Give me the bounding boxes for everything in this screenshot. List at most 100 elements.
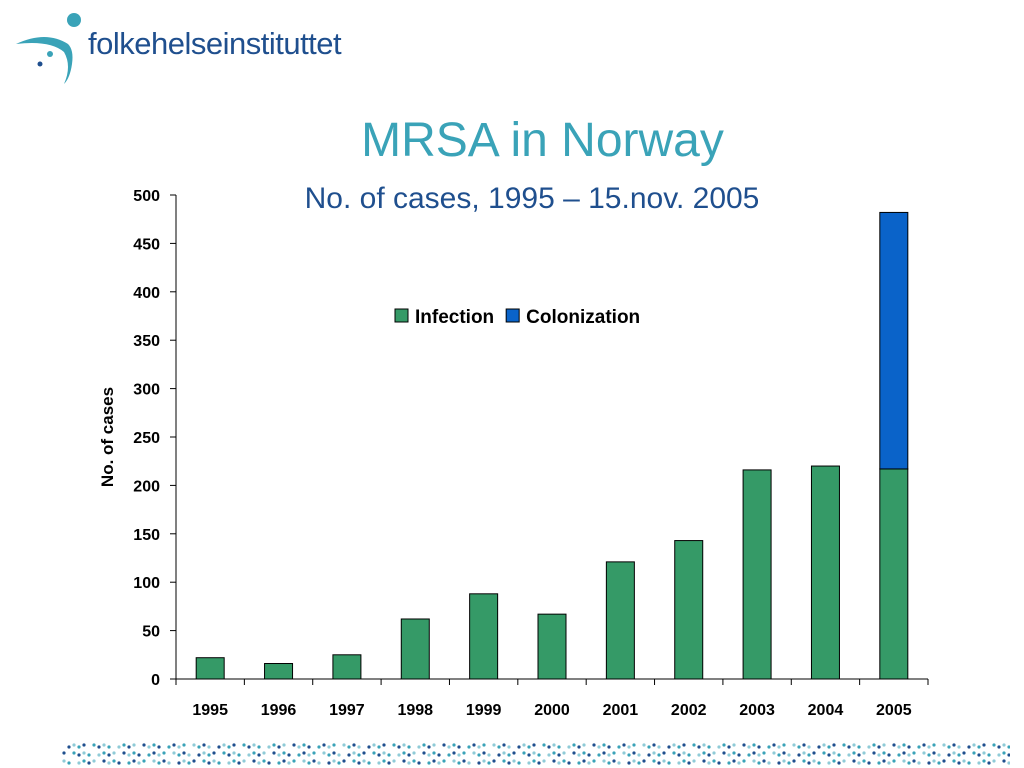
footer-dot xyxy=(222,743,226,747)
footer-dot xyxy=(927,753,931,757)
footer-dot xyxy=(807,745,811,749)
footer-dot xyxy=(862,751,866,755)
footer-dot xyxy=(372,751,376,755)
footer-dot xyxy=(132,743,136,747)
footer-dot xyxy=(767,761,771,765)
footer-dot xyxy=(717,745,721,749)
footer-dot xyxy=(447,745,451,749)
footer-dot xyxy=(307,745,311,749)
footer-dot xyxy=(572,751,576,755)
footer-dot xyxy=(587,753,591,757)
footer-dot xyxy=(282,751,286,755)
footer-dot xyxy=(507,745,511,749)
footer-dot xyxy=(662,751,666,755)
footer-dot xyxy=(382,759,386,763)
footer-dot xyxy=(497,753,501,757)
footer-dot xyxy=(332,751,336,755)
footer-dot xyxy=(547,745,551,749)
footer-dot xyxy=(147,745,151,749)
footer-dot xyxy=(207,761,211,765)
footer-dot xyxy=(327,745,331,749)
footer-dot xyxy=(77,761,81,765)
footer-dot xyxy=(777,761,781,765)
footer-dot xyxy=(287,753,291,757)
footer-dot xyxy=(112,759,116,763)
footer-dot xyxy=(272,751,276,755)
footer-dot xyxy=(732,759,736,763)
footer-dot xyxy=(677,761,681,765)
footer-dot xyxy=(402,751,406,755)
footer-dot xyxy=(137,761,141,765)
footer-dot xyxy=(802,743,806,747)
chart-subtitle: No. of cases, 1995 – 15.nov. 2005 xyxy=(304,182,760,215)
footer-dot xyxy=(877,745,881,749)
footer-dot xyxy=(1007,761,1010,765)
x-tick-label: 1996 xyxy=(261,702,297,719)
footer-dot xyxy=(297,745,301,749)
footer-dot xyxy=(832,759,836,763)
footer-dot xyxy=(357,753,361,757)
footer-dot xyxy=(337,753,341,757)
footer-dot xyxy=(412,759,416,763)
footer-dot xyxy=(952,759,956,763)
footer-dot xyxy=(347,745,351,749)
footer-dot xyxy=(437,761,441,765)
footer-dot xyxy=(402,759,406,763)
footer-dot xyxy=(62,759,66,763)
footer-dot xyxy=(107,761,111,765)
footer-dot xyxy=(497,745,501,749)
footer-dot xyxy=(187,761,191,765)
footer-dot xyxy=(482,751,486,755)
footer-dot xyxy=(332,743,336,747)
footer-dot xyxy=(787,753,791,757)
footer-dot xyxy=(857,745,861,749)
footer-dot xyxy=(127,761,131,765)
footer-dot xyxy=(827,745,831,749)
footer-dot xyxy=(952,751,956,755)
footer-dot xyxy=(782,751,786,755)
footer-dot xyxy=(997,745,1001,749)
footer-dot xyxy=(777,745,781,749)
logo xyxy=(16,13,81,84)
footer-dot xyxy=(382,751,386,755)
footer-dot xyxy=(462,759,466,763)
footer-dot xyxy=(477,753,481,757)
footer-dot xyxy=(482,759,486,763)
footer-dot xyxy=(537,753,541,757)
footer-dot xyxy=(872,743,876,747)
footer-dot xyxy=(882,743,886,747)
footer-dot xyxy=(657,745,661,749)
footer-dot xyxy=(152,743,156,747)
footer-dot xyxy=(107,753,111,757)
footer-dot xyxy=(942,743,946,747)
footer-dot xyxy=(567,745,571,749)
footer-dot xyxy=(182,751,186,755)
footer-dot xyxy=(852,759,856,763)
x-tick-label: 1997 xyxy=(329,702,365,719)
footer-dot xyxy=(857,761,861,765)
footer-dot xyxy=(282,743,286,747)
footer-dot xyxy=(997,753,1001,757)
footer-dot xyxy=(862,759,866,763)
footer-dot xyxy=(127,753,131,757)
footer-dot xyxy=(102,743,106,747)
footer-dot xyxy=(832,743,836,747)
y-tick-label: 200 xyxy=(133,478,160,495)
footer-dot xyxy=(1007,753,1010,757)
footer-dot xyxy=(592,743,596,747)
footer-dot xyxy=(557,753,561,757)
footer-dot xyxy=(162,759,166,763)
footer-dot xyxy=(357,761,361,765)
footer-dot xyxy=(372,743,376,747)
bar-infection-2005 xyxy=(879,468,909,680)
footer-dot xyxy=(317,761,321,765)
footer-dot xyxy=(752,759,756,763)
footer-dot xyxy=(252,743,256,747)
footer-dot xyxy=(477,745,481,749)
footer-dot xyxy=(692,743,696,747)
footer-dot xyxy=(1002,759,1006,763)
y-tick-label: 150 xyxy=(133,527,160,544)
footer-dot xyxy=(192,743,196,747)
footer-dot xyxy=(392,759,396,763)
footer-dot xyxy=(972,751,976,755)
